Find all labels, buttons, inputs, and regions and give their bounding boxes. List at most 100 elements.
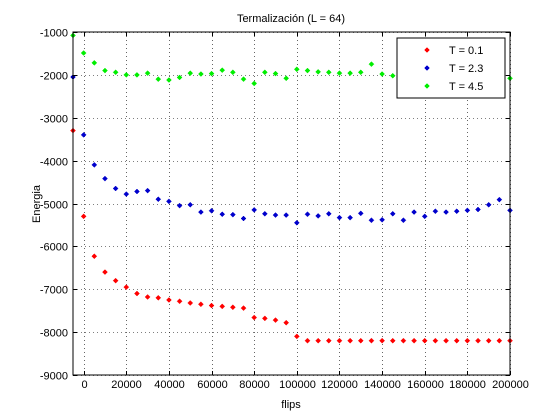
x-tick-label: 20000 — [111, 379, 142, 391]
series-1 — [70, 74, 513, 226]
data-point — [240, 305, 247, 311]
data-point — [123, 72, 130, 78]
data-point — [251, 80, 258, 87]
data-point — [230, 69, 236, 76]
data-point — [379, 216, 385, 223]
x-tick-label: 0 — [81, 379, 87, 391]
data-point — [262, 69, 268, 76]
data-point — [357, 337, 364, 344]
x-axis-label: flips — [281, 399, 301, 411]
data-point — [187, 201, 194, 208]
y-tick-label: -3000 — [40, 114, 68, 126]
data-point — [283, 75, 290, 82]
data-point — [411, 209, 417, 215]
data-point — [144, 187, 151, 194]
data-point — [102, 67, 108, 74]
data-point — [251, 314, 258, 321]
data-point — [347, 70, 353, 77]
data-point — [325, 210, 332, 217]
data-point — [102, 269, 108, 275]
data-point — [230, 304, 236, 311]
data-point — [293, 333, 300, 340]
data-point — [400, 217, 407, 224]
data-point — [485, 201, 492, 208]
data-point — [155, 76, 162, 83]
data-point — [336, 337, 343, 344]
legend-entry: T = 4.5 — [424, 81, 483, 93]
data-point — [166, 77, 172, 83]
series-0 — [70, 127, 513, 344]
data-point — [198, 209, 204, 215]
data-point — [176, 298, 183, 305]
data-point — [283, 212, 290, 218]
data-point — [134, 72, 140, 78]
data-point — [379, 71, 385, 77]
data-point — [240, 215, 247, 222]
data-point — [432, 337, 439, 344]
data-point — [389, 210, 396, 217]
data-point — [357, 69, 364, 76]
chart-title: Termalización (L = 64) — [237, 13, 345, 25]
data-point — [208, 70, 215, 77]
data-point — [293, 66, 300, 73]
legend-box — [396, 37, 506, 99]
plot-frame — [72, 31, 511, 376]
axis-ticks — [73, 32, 511, 376]
y-tick-label: -8000 — [40, 328, 68, 340]
legend-entries: T = 0.1 T = 2.3 T = 4.5 — [424, 45, 483, 93]
legend-marker — [424, 47, 430, 53]
data-point — [475, 206, 481, 213]
legend-marker — [424, 83, 430, 89]
data-point — [432, 208, 439, 215]
data-point — [485, 337, 492, 344]
x-tick-label: 40000 — [154, 379, 185, 391]
data-point — [272, 70, 279, 77]
data-point — [368, 61, 375, 68]
data-point — [187, 300, 194, 306]
data-point — [464, 207, 471, 214]
data-point — [112, 277, 119, 284]
data-point — [443, 209, 449, 215]
data-point — [368, 217, 375, 224]
data-point — [91, 162, 98, 168]
data-point — [496, 196, 503, 203]
data-point — [208, 207, 215, 214]
data-point — [91, 253, 98, 260]
x-tick-label: 60000 — [197, 379, 228, 391]
data-point — [272, 317, 279, 323]
data-point — [283, 319, 290, 326]
data-point — [262, 315, 268, 322]
data-point — [240, 76, 247, 83]
x-tick-label: 80000 — [239, 379, 270, 391]
data-point — [187, 70, 194, 77]
y-tick-label: -4000 — [40, 157, 68, 169]
legend-entry: T = 0.1 — [424, 45, 483, 57]
x-tick-labels: 0 20000 40000 60000 80000 100000 120000 140000 1… — [81, 379, 528, 391]
y-tick-label: -9000 — [40, 371, 68, 383]
data-point — [144, 70, 151, 77]
data-point — [443, 337, 449, 344]
data-point — [134, 290, 140, 297]
data-point — [112, 69, 119, 76]
data-point — [421, 213, 428, 220]
data-point — [176, 202, 183, 209]
data-point — [293, 219, 300, 226]
data-point — [496, 337, 503, 344]
data-point — [315, 69, 321, 75]
data-point — [304, 337, 311, 344]
data-point — [336, 70, 343, 77]
data-point — [166, 198, 172, 205]
y-axis-label: Energia — [31, 184, 43, 223]
y-tick-labels: -9000 -8000 -7000 -6000 -5000 -4000 -3000 -2000… — [40, 28, 68, 383]
data-point — [80, 213, 87, 220]
legend-entry: T = 2.3 — [424, 63, 483, 75]
data-point — [219, 67, 226, 74]
y-tick-label: -2000 — [40, 71, 68, 83]
data-point — [464, 337, 471, 344]
y-tick-label: -1000 — [40, 28, 68, 40]
data-point — [379, 337, 385, 344]
data-point — [357, 210, 364, 217]
data-point — [80, 132, 87, 138]
data-point — [315, 337, 321, 344]
